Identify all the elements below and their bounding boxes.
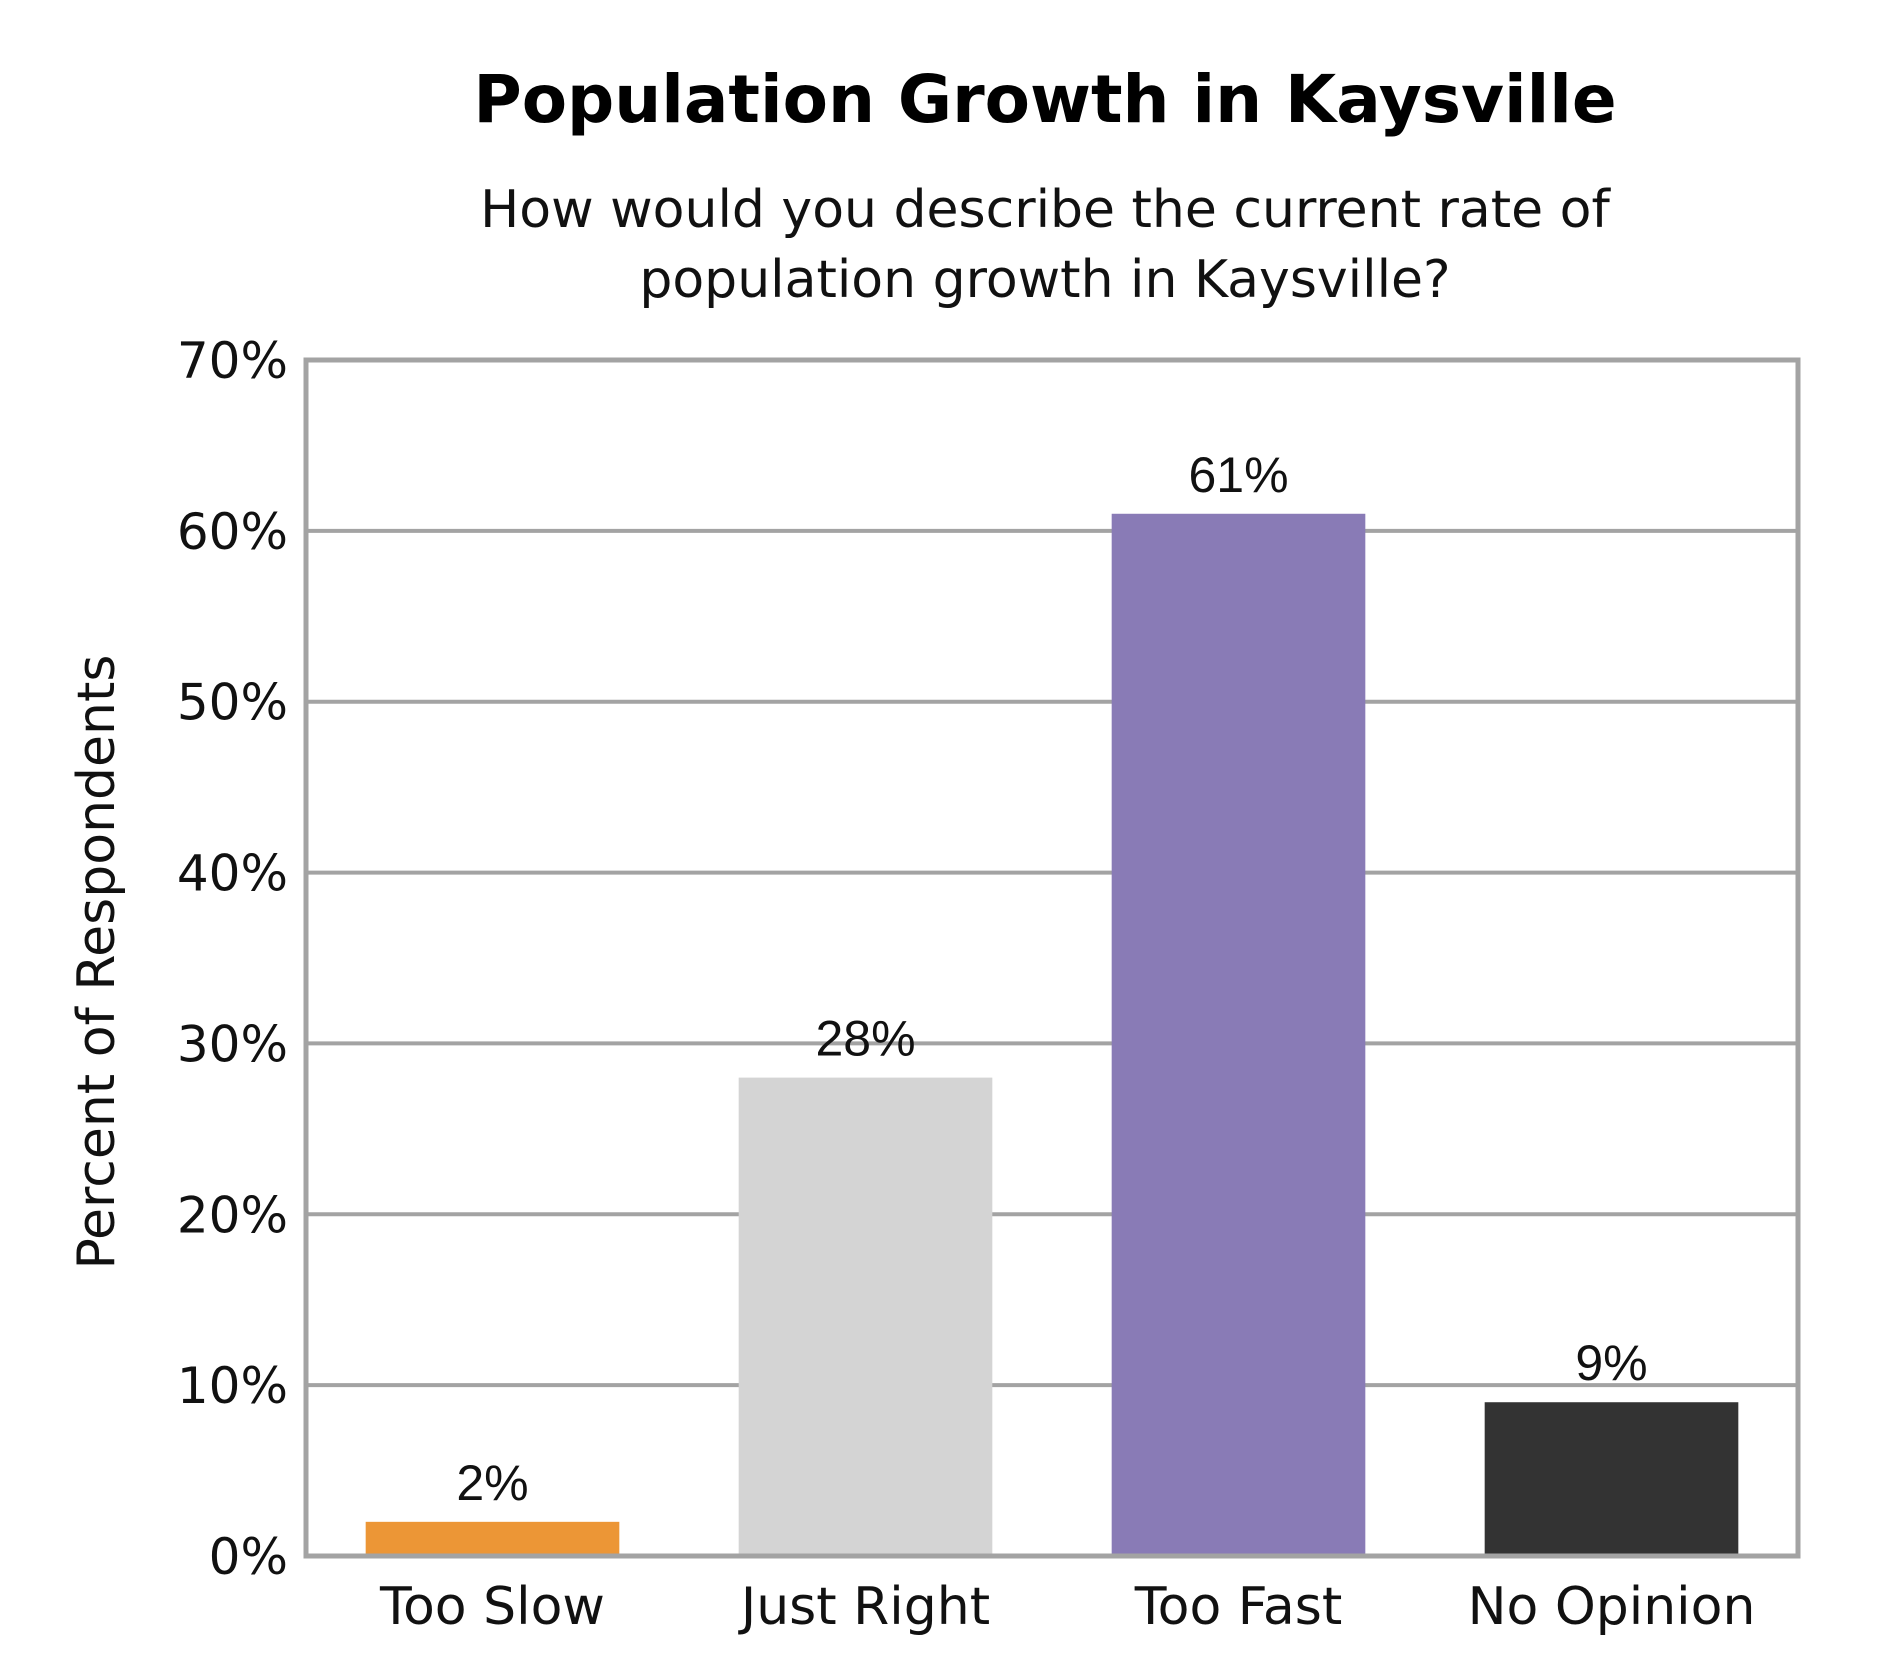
plot-frame bbox=[303, 357, 1801, 1559]
y-tick-label: 60% bbox=[177, 503, 288, 561]
bar bbox=[1111, 513, 1366, 1556]
bar bbox=[1484, 1402, 1739, 1556]
x-category-label: No Opinion bbox=[1468, 1577, 1756, 1637]
data-label: 2% bbox=[456, 1455, 528, 1511]
x-axis-categories: Too Slow Just Right Too Fast No Opinion bbox=[379, 1577, 1755, 1637]
chart-subtitle-line-2: population growth in Kaysville? bbox=[639, 250, 1450, 310]
x-category-label: Too Fast bbox=[1134, 1577, 1343, 1637]
y-tick-label: 30% bbox=[177, 1015, 288, 1073]
bar bbox=[365, 1521, 620, 1556]
data-label: 9% bbox=[1575, 1335, 1647, 1391]
data-labels: 2% 28% 61% 9% bbox=[456, 447, 1647, 1511]
y-axis-label: Percent of Respondents bbox=[67, 655, 127, 1270]
y-tick-label: 40% bbox=[177, 845, 288, 903]
x-category-label: Too Slow bbox=[379, 1577, 605, 1637]
x-category-label: Just Right bbox=[738, 1577, 990, 1637]
y-axis-ticks: 0% 10% 20% 30% 40% 50% 60% 70% bbox=[177, 332, 288, 1586]
chart-subtitle-line-1: How would you describe the current rate … bbox=[480, 180, 1611, 240]
y-tick-label: 50% bbox=[177, 674, 288, 732]
y-tick-label: 20% bbox=[177, 1186, 288, 1244]
gridlines bbox=[306, 528, 1798, 1388]
bar bbox=[738, 1077, 993, 1556]
bars bbox=[365, 513, 1739, 1556]
chart-title: Population Growth in Kaysville bbox=[473, 61, 1616, 138]
y-tick-label: 0% bbox=[209, 1528, 288, 1586]
data-label: 61% bbox=[1188, 447, 1288, 503]
y-tick-label: 70% bbox=[177, 332, 288, 390]
data-label: 28% bbox=[815, 1011, 915, 1067]
y-tick-label: 10% bbox=[177, 1357, 288, 1415]
